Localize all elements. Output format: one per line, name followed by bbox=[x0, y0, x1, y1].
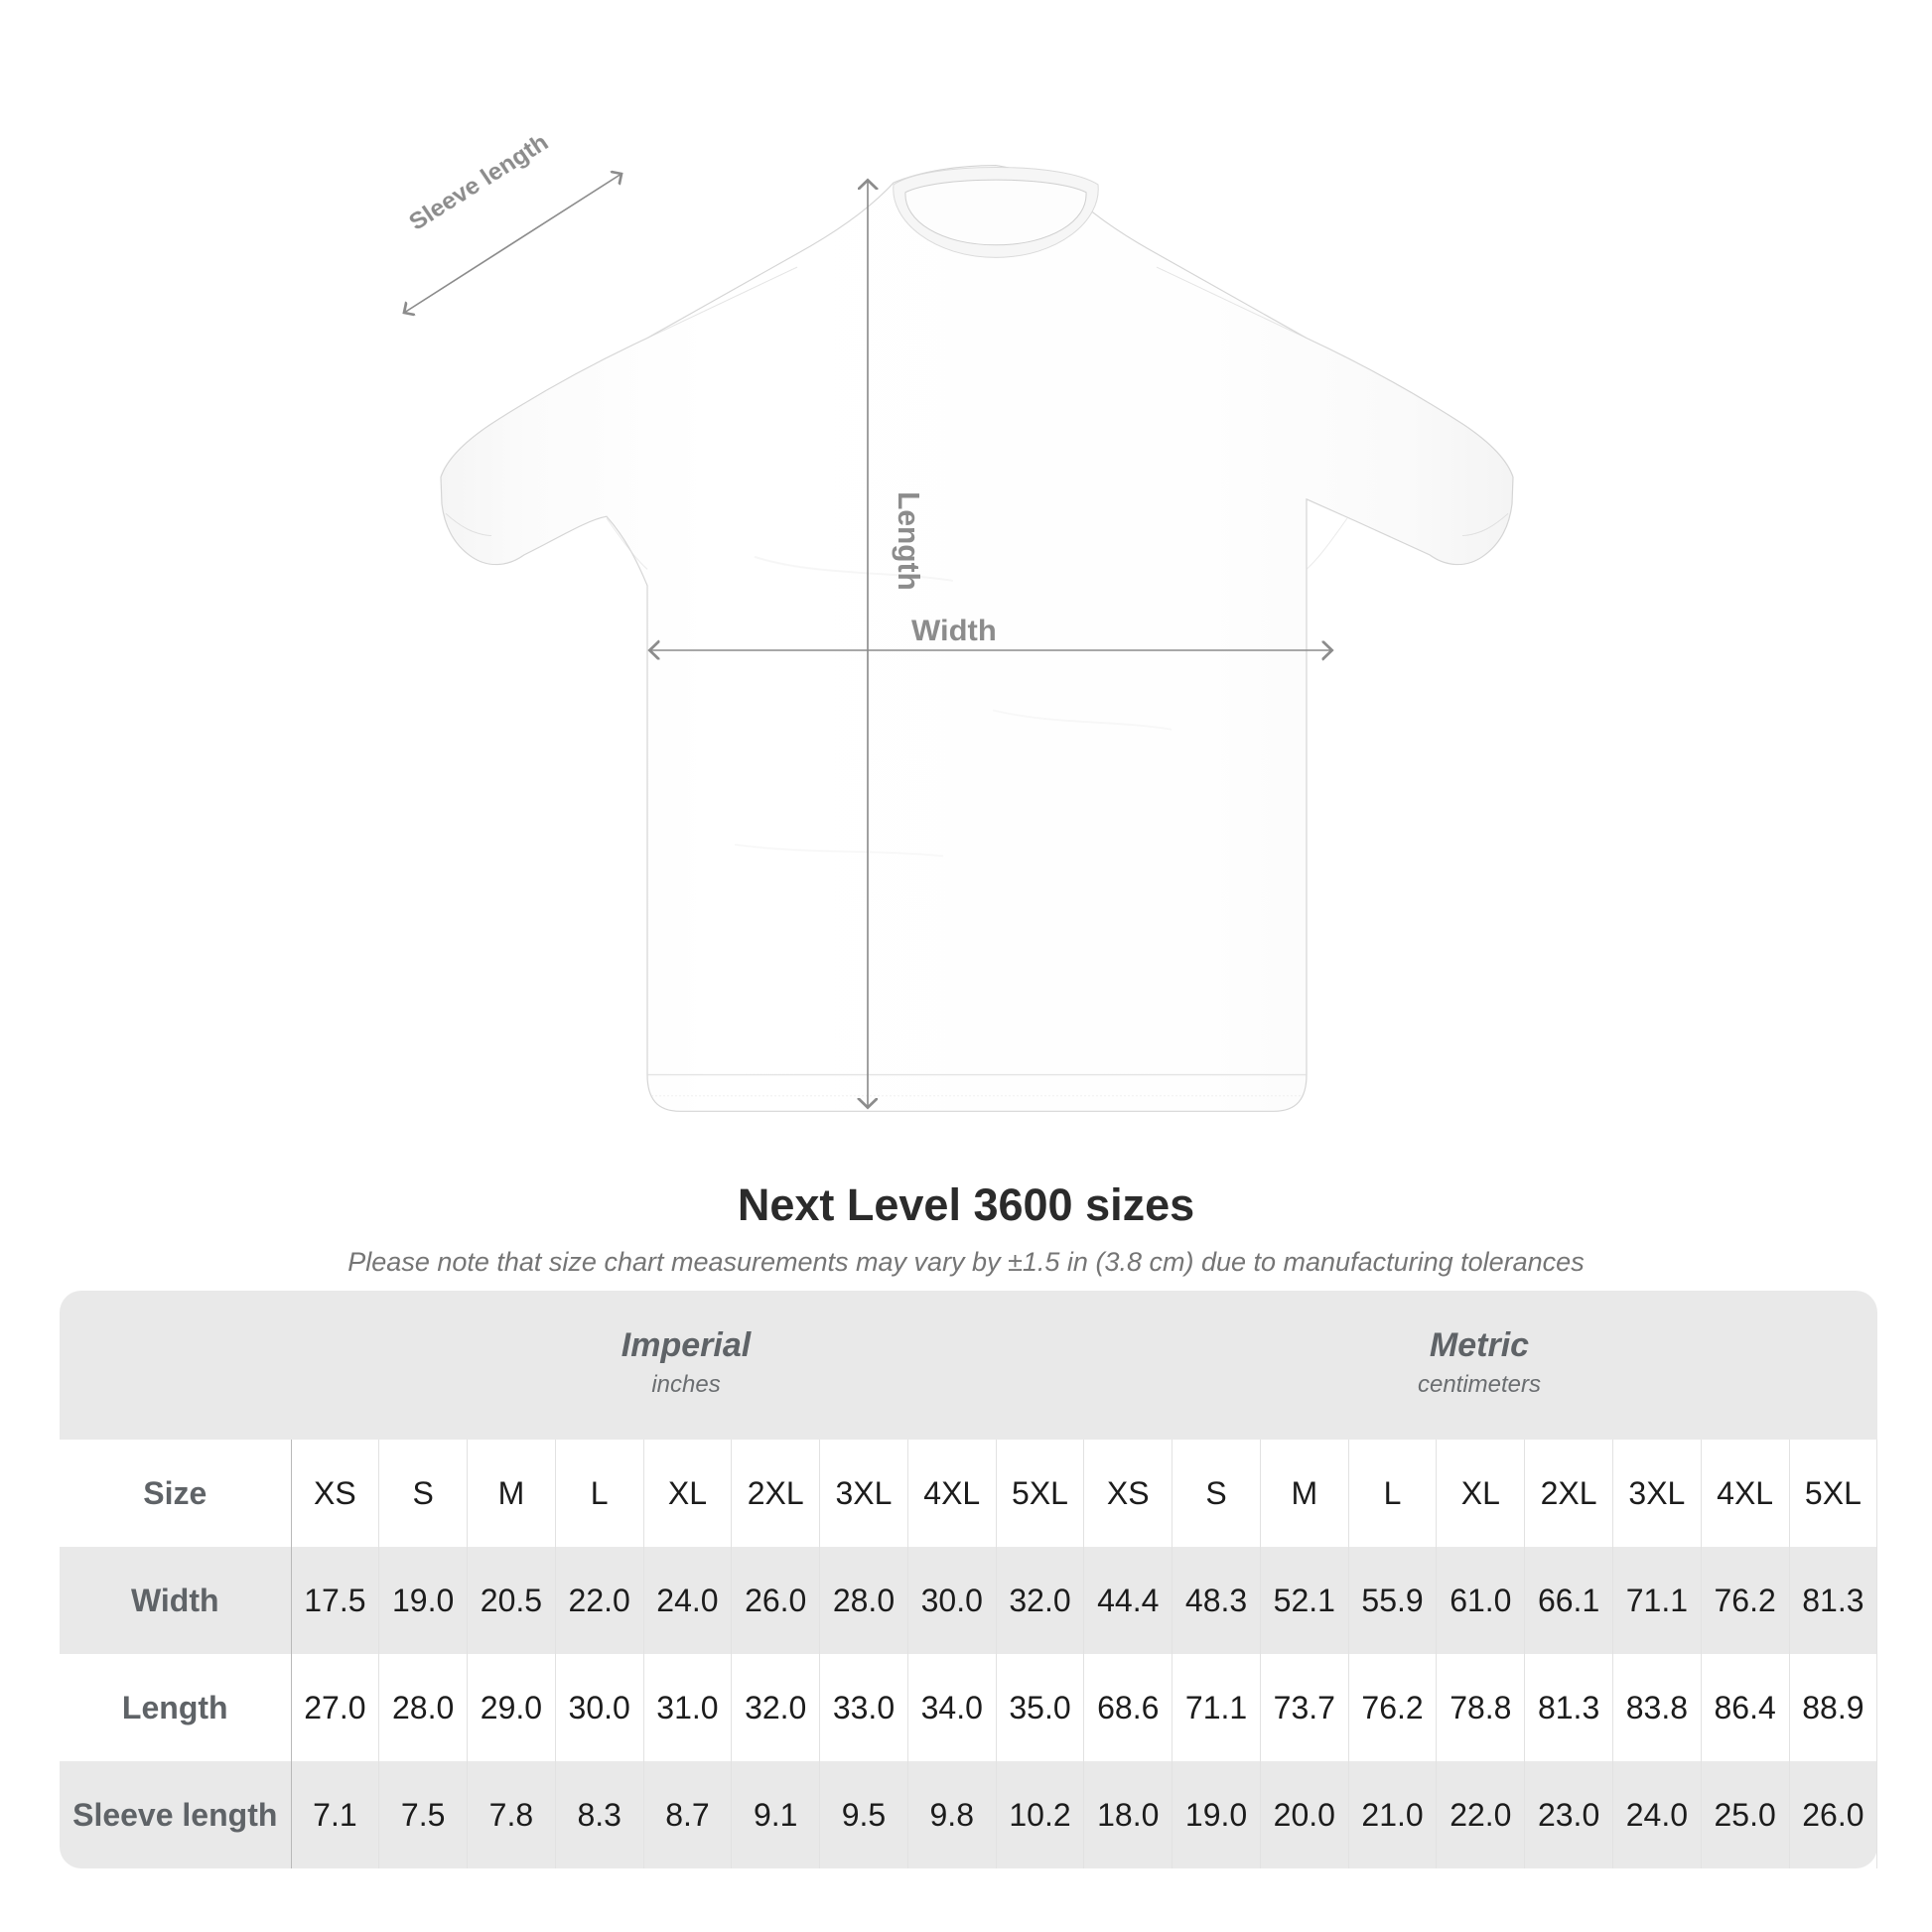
svg-text:Length: Length bbox=[892, 491, 926, 591]
svg-text:Width: Width bbox=[911, 614, 997, 646]
